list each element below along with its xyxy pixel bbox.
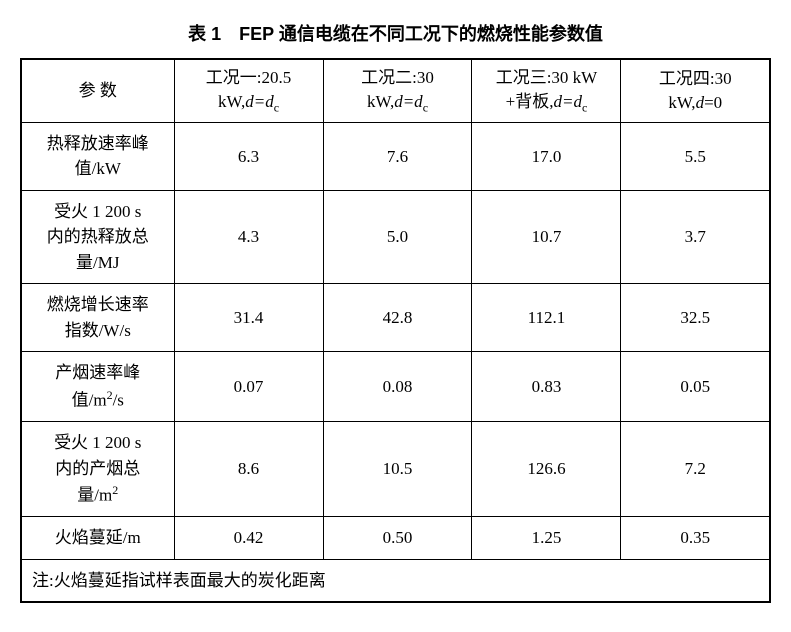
row3-v2: 0.08 [323,352,472,422]
row2-v2: 42.8 [323,284,472,352]
table-row: 受火 1 200 s 内的产烟总 量/m2 8.6 10.5 126.6 7.2 [21,422,770,517]
cond4-line2-prefix: kW, [668,93,695,112]
table-row: 火焰蔓延/m 0.42 0.50 1.25 0.35 [21,517,770,560]
row1-label: 受火 1 200 s 内的热释放总 量/MJ [21,190,174,284]
table-row: 热释放速率峰 值/kW 6.3 7.6 17.0 5.5 [21,122,770,190]
row5-v2: 0.50 [323,517,472,560]
row0-v1: 6.3 [174,122,323,190]
table-title: 表 1 FEP 通信电缆在不同工况下的燃烧性能参数值 [20,20,771,46]
row1-label-line2: 内的热释放总 [47,227,149,246]
cond3-sub: c [582,100,587,114]
row2-label: 燃烧增长速率 指数/W/s [21,284,174,352]
row3-label-line2-prefix: 值/m [72,391,107,410]
row3-v1: 0.07 [174,352,323,422]
cond2-eq: d=d [394,92,422,111]
row5-label: 火焰蔓延/m [21,517,174,560]
row3-v3: 0.83 [472,352,621,422]
row0-v3: 17.0 [472,122,621,190]
cond4-eq: d [696,93,705,112]
row4-v3: 126.6 [472,422,621,517]
cond1-eq: d=d [245,92,273,111]
cond4-line1: 工况四:30 [659,69,732,88]
row2-label-line2: 指数/W/s [65,321,131,340]
row3-label: 产烟速率峰 值/m2/s [21,352,174,422]
row0-label-line2: 值/kW [75,159,121,178]
cond3-line2-prefix: +背板, [506,92,554,111]
row2-label-line1: 燃烧增长速率 [47,295,149,314]
header-cond2: 工况二:30 kW,d=dc [323,59,472,122]
row1-label-line3: 量/MJ [76,253,119,272]
cond1-sub: c [274,100,279,114]
table-note: 注:火焰蔓延指试样表面最大的炭化距离 [21,559,770,602]
row4-v1: 8.6 [174,422,323,517]
cond2-line2-prefix: kW, [367,92,394,111]
row4-label-line2: 内的产烟总 [55,459,140,478]
row3-v4: 0.05 [621,352,770,422]
cond4-suffix: =0 [704,93,722,112]
row5-v3: 1.25 [472,517,621,560]
header-cond1: 工况一:20.5 kW,d=dc [174,59,323,122]
row0-v4: 5.5 [621,122,770,190]
data-table: 参 数 工况一:20.5 kW,d=dc 工况二:30 kW,d=dc 工况三:… [20,58,771,603]
row1-v2: 5.0 [323,190,472,284]
note-row: 注:火焰蔓延指试样表面最大的炭化距离 [21,559,770,602]
row4-v2: 10.5 [323,422,472,517]
row4-label-line1: 受火 1 200 s [54,433,141,452]
row3-label-line2-suffix: /s [113,391,124,410]
row2-v1: 31.4 [174,284,323,352]
cond3-eq: d=d [553,92,581,111]
table-row: 产烟速率峰 值/m2/s 0.07 0.08 0.83 0.05 [21,352,770,422]
table-row: 受火 1 200 s 内的热释放总 量/MJ 4.3 5.0 10.7 3.7 [21,190,770,284]
row0-label-line1: 热释放速率峰 [47,134,149,153]
row5-label-line1: 火焰蔓延/m [55,528,141,547]
header-cond4: 工况四:30 kW,d=0 [621,59,770,122]
cond2-sub: c [423,100,428,114]
row2-v3: 112.1 [472,284,621,352]
row5-v4: 0.35 [621,517,770,560]
header-cond3: 工况三:30 kW +背板,d=dc [472,59,621,122]
cond1-line1: 工况一:20.5 [206,68,291,87]
header-row: 参 数 工况一:20.5 kW,d=dc 工况二:30 kW,d=dc 工况三:… [21,59,770,122]
row4-v4: 7.2 [621,422,770,517]
cond1-line2-prefix: kW, [218,92,245,111]
row4-sup: 2 [112,483,118,497]
table-row: 燃烧增长速率 指数/W/s 31.4 42.8 112.1 32.5 [21,284,770,352]
row1-v4: 3.7 [621,190,770,284]
row5-v1: 0.42 [174,517,323,560]
row3-label-line1: 产烟速率峰 [55,363,140,382]
row2-v4: 32.5 [621,284,770,352]
row4-label-line3-prefix: 量/m [77,486,112,505]
row0-label: 热释放速率峰 值/kW [21,122,174,190]
row1-v1: 4.3 [174,190,323,284]
row1-label-line1: 受火 1 200 s [54,202,141,221]
row0-v2: 7.6 [323,122,472,190]
row4-label: 受火 1 200 s 内的产烟总 量/m2 [21,422,174,517]
cond3-line1: 工况三:30 kW [496,68,598,87]
cond2-line1: 工况二:30 [361,68,434,87]
header-param: 参 数 [21,59,174,122]
row1-v3: 10.7 [472,190,621,284]
